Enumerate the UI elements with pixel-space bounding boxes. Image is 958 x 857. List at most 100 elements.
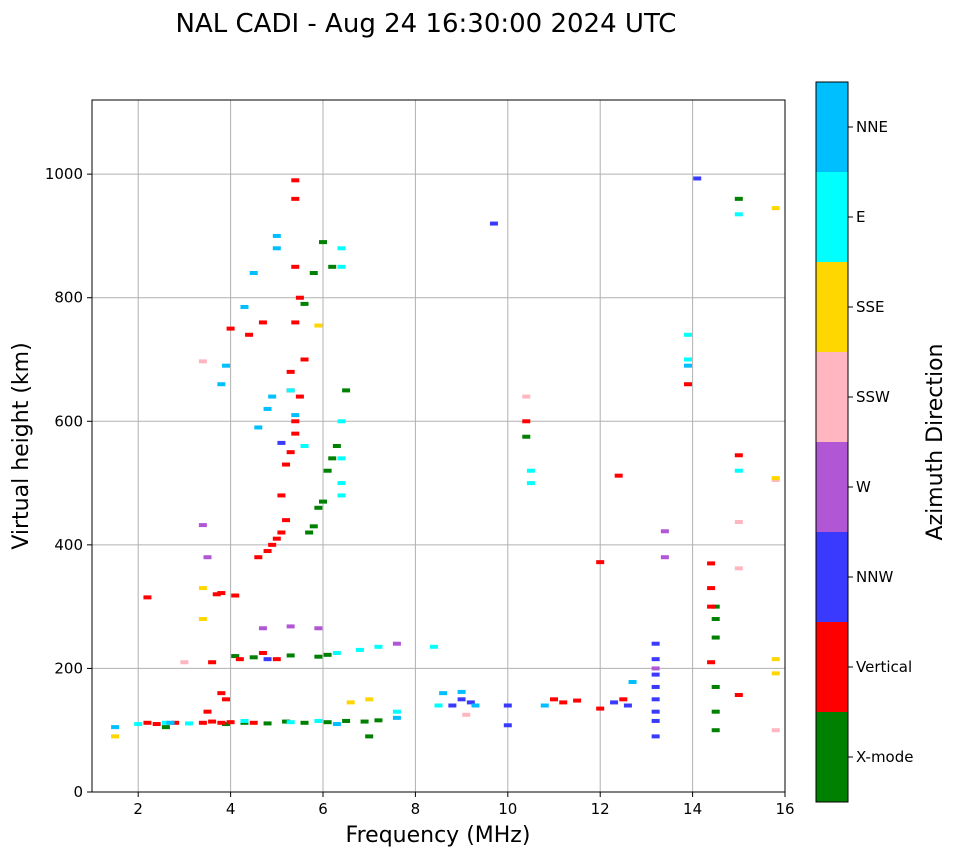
data-point <box>291 178 300 183</box>
data-point <box>286 450 295 455</box>
data-point <box>314 718 323 723</box>
data-point <box>337 419 346 424</box>
data-point <box>365 734 374 739</box>
data-point <box>392 641 401 646</box>
data-point <box>111 725 120 730</box>
x-axis-title: Frequency (MHz) <box>346 823 531 848</box>
data-point <box>610 700 619 705</box>
data-point <box>434 703 443 708</box>
data-point <box>282 719 291 724</box>
data-point <box>198 359 207 364</box>
data-point <box>522 394 531 399</box>
data-point <box>258 320 267 325</box>
data-point <box>771 657 780 662</box>
data-point <box>305 530 314 535</box>
data-point <box>711 709 720 714</box>
data-point <box>272 246 281 251</box>
data-point <box>221 722 230 727</box>
data-point <box>208 719 217 724</box>
data-point <box>319 499 327 504</box>
colorbar-frame <box>815 81 849 803</box>
y-axis-title: Virtual height (km) <box>9 342 34 549</box>
data-point <box>462 712 471 717</box>
data-point <box>360 719 369 724</box>
data-point <box>651 666 660 671</box>
data-point <box>245 332 254 337</box>
y-tick-label: 400 <box>54 536 83 554</box>
data-point <box>249 655 258 660</box>
data-point <box>286 653 295 658</box>
data-point <box>342 718 351 723</box>
colorbar-label: X-mode <box>856 748 913 766</box>
data-point <box>448 703 457 708</box>
data-point <box>503 703 512 708</box>
data-point <box>429 644 438 649</box>
colorbar-segment <box>816 622 848 712</box>
y-axis-ticks: 0 200 400 600 800 1000 <box>45 165 92 801</box>
data-point <box>573 698 582 703</box>
data-point <box>374 718 383 723</box>
data-point <box>277 493 286 498</box>
data-point <box>522 419 531 424</box>
data-point <box>323 652 332 657</box>
y-tick-label: 0 <box>73 783 83 801</box>
data-point <box>221 363 230 368</box>
y-tick-label: 600 <box>54 412 83 430</box>
data-point <box>217 382 226 387</box>
data-point <box>651 697 660 702</box>
data-point <box>286 624 295 629</box>
data-point <box>540 703 549 708</box>
data-point <box>374 644 383 649</box>
data-point <box>295 295 304 300</box>
data-point <box>711 617 720 621</box>
data-point <box>152 722 161 727</box>
data-point <box>185 721 194 726</box>
data-point <box>309 524 318 529</box>
colorbar-segment <box>816 712 848 802</box>
data-point <box>337 456 346 461</box>
colorbar-segment <box>816 172 848 262</box>
data-point <box>277 440 286 445</box>
data-point <box>711 604 720 609</box>
data-point <box>291 413 300 418</box>
data-point <box>231 593 240 598</box>
data-point <box>217 720 226 725</box>
colorbar-label: W <box>856 478 871 496</box>
data-point <box>240 718 249 723</box>
data-point <box>231 654 240 659</box>
colorbar-segment <box>816 352 848 442</box>
data-point <box>614 473 623 478</box>
data-point <box>355 647 364 652</box>
data-point <box>734 519 743 524</box>
data-point <box>711 728 720 733</box>
data-point <box>263 721 272 726</box>
data-point <box>651 672 660 677</box>
x-axis-ticks: 2 4 6 8 10 12 14 16 <box>133 792 795 818</box>
data-point <box>226 326 235 331</box>
data-point <box>707 660 716 665</box>
data-point <box>249 271 258 275</box>
data-point <box>522 434 531 439</box>
data-point <box>466 700 475 705</box>
data-point <box>111 734 120 739</box>
data-point <box>771 476 780 481</box>
data-point <box>268 394 277 399</box>
data-point <box>272 233 281 238</box>
colorbar-segment <box>816 262 848 352</box>
data-point <box>198 586 207 591</box>
data-point <box>596 560 605 565</box>
data-point <box>619 697 628 702</box>
x-tick-label: 12 <box>591 800 610 818</box>
data-point <box>217 591 226 596</box>
data-point <box>258 650 267 655</box>
data-point <box>161 720 170 725</box>
data-point <box>707 586 716 591</box>
data-point <box>286 369 295 374</box>
data-point <box>660 529 669 534</box>
data-point <box>198 720 207 725</box>
data-point <box>300 301 309 306</box>
data-point <box>651 734 660 739</box>
data-point <box>771 206 780 211</box>
data-point <box>268 542 277 547</box>
